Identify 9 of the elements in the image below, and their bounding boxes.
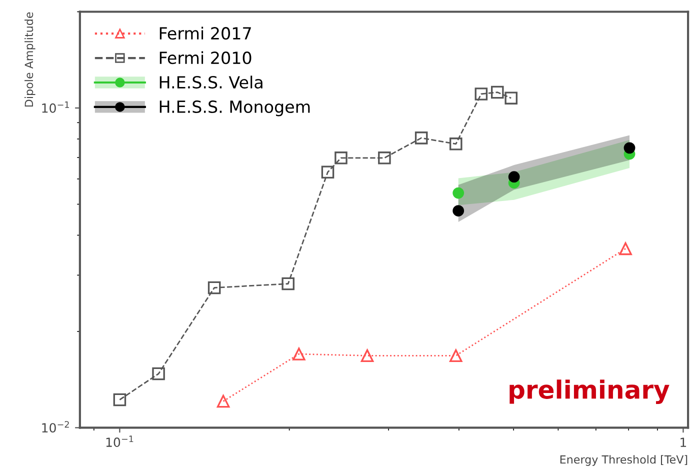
y-axis-title: Dipole Amplitude — [24, 12, 36, 107]
annotation: preliminary — [510, 380, 670, 404]
y-tick-label: 10$^{−2}$ — [42, 421, 69, 433]
legend-label: Fermi 2017 — [160, 26, 251, 40]
legend-label: H.E.S.S. Monogem — [160, 100, 310, 116]
legend-label: H.E.S.S. Vela — [160, 76, 262, 89]
legend-label: Fermi 2010 — [160, 51, 252, 64]
x-tick-label: 1 — [680, 438, 686, 447]
x-axis-title: Energy Threshold [TeV] — [560, 455, 688, 466]
